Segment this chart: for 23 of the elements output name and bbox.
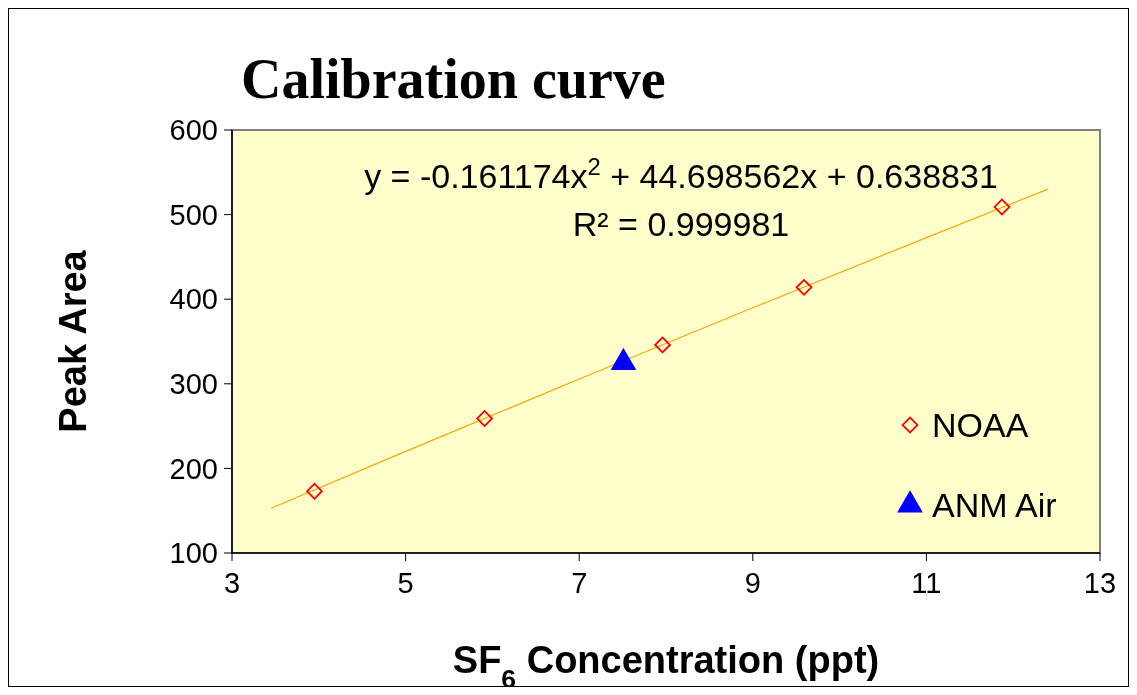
x-tick-label: 11: [911, 567, 942, 599]
point: [993, 198, 1011, 216]
y-tick-label: 500: [169, 198, 218, 231]
y-tick-label: 300: [169, 367, 218, 400]
annotation: R² = 0.999981: [572, 205, 790, 243]
chart-title: Calibration curve: [241, 48, 666, 110]
y-axis-title: Peak Area: [52, 249, 94, 433]
point: [306, 482, 323, 500]
annotation: y = -0.161174x$^{2}$ + 44.698562x + 0.638831: [364, 152, 998, 195]
x-tick-label: 7: [571, 567, 588, 599]
y-tick-label: 600: [169, 114, 218, 147]
point: [476, 410, 493, 427]
point: [654, 336, 671, 354]
point: [795, 279, 813, 296]
legend-label: ANM Air: [932, 485, 1057, 524]
y-tick-label: 200: [169, 452, 218, 485]
x-tick-label: 3: [223, 567, 241, 599]
legend-label: NOAA: [932, 405, 1029, 444]
x-tick-label: 13: [1083, 567, 1117, 599]
y-tick-label: 100: [169, 537, 218, 570]
x-tick-label: 9: [744, 567, 761, 599]
x-tick-label: 5: [397, 567, 414, 599]
y-tick-label: 400: [169, 283, 218, 316]
